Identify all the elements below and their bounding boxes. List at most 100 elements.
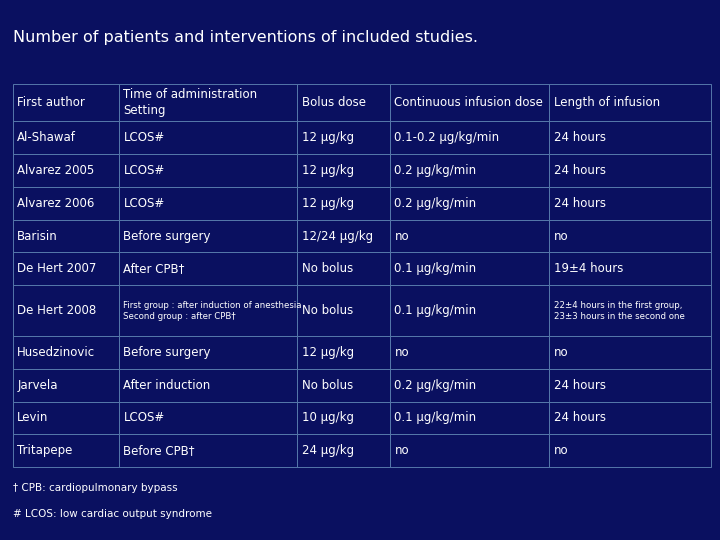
Text: no: no [395, 230, 409, 242]
Text: LCOS#: LCOS# [123, 411, 165, 424]
Text: no: no [395, 346, 409, 359]
Text: no: no [395, 444, 409, 457]
Text: Before surgery: Before surgery [123, 230, 211, 242]
Text: First group : after induction of anesthesia
Second group : after CPB†: First group : after induction of anesthe… [123, 301, 302, 321]
Text: 24 hours: 24 hours [554, 379, 606, 392]
Text: 22±4 hours in the first group,
23±3 hours in the second one: 22±4 hours in the first group, 23±3 hour… [554, 301, 685, 321]
Bar [119, 187, 297, 220]
Text: LCOS#: LCOS# [123, 131, 165, 144]
Text: # LCOS: low cardiac output syndrome: # LCOS: low cardiac output syndrome [13, 509, 212, 519]
Text: After induction: After induction [123, 379, 211, 392]
Text: 24 hours: 24 hours [554, 164, 606, 177]
Bar [297, 402, 390, 434]
Text: 10 μg/kg: 10 μg/kg [302, 411, 354, 424]
Text: Barisin: Barisin [17, 230, 58, 242]
Text: 12 μg/kg: 12 μg/kg [302, 197, 354, 210]
Text: 0.1-0.2 μg/kg/min: 0.1-0.2 μg/kg/min [395, 131, 500, 144]
Text: Al-Shawaf: Al-Shawaf [17, 131, 76, 144]
Text: Alvarez 2005: Alvarez 2005 [17, 164, 94, 177]
Bar [549, 253, 711, 285]
Bar [13, 402, 119, 434]
Bar [13, 122, 119, 154]
Text: LCOS#: LCOS# [123, 164, 165, 177]
Bar [549, 285, 711, 336]
Text: 0.2 μg/kg/min: 0.2 μg/kg/min [395, 197, 477, 210]
Bar [390, 154, 549, 187]
Bar [297, 434, 390, 467]
Text: No bolus: No bolus [302, 379, 353, 392]
Bar [390, 369, 549, 402]
Text: 24 hours: 24 hours [554, 411, 606, 424]
Text: First author: First author [17, 96, 85, 109]
Bar [549, 122, 711, 154]
Text: 12 μg/kg: 12 μg/kg [302, 131, 354, 144]
Bar [119, 154, 297, 187]
Bar [549, 220, 711, 253]
Text: 0.2 μg/kg/min: 0.2 μg/kg/min [395, 379, 477, 392]
Text: Continuous infusion dose: Continuous infusion dose [395, 96, 544, 109]
Bar [119, 402, 297, 434]
Bar [297, 369, 390, 402]
Text: Levin: Levin [17, 411, 49, 424]
Text: Jarvela: Jarvela [17, 379, 58, 392]
Text: 0.1 μg/kg/min: 0.1 μg/kg/min [395, 262, 477, 275]
Text: † CPB: cardiopulmonary bypass: † CPB: cardiopulmonary bypass [13, 483, 178, 494]
Text: 24 μg/kg: 24 μg/kg [302, 444, 354, 457]
Text: 0.1 μg/kg/min: 0.1 μg/kg/min [395, 304, 477, 317]
Bar [119, 285, 297, 336]
Bar [390, 285, 549, 336]
Text: 0.1 μg/kg/min: 0.1 μg/kg/min [395, 411, 477, 424]
Text: 12/24 μg/kg: 12/24 μg/kg [302, 230, 373, 242]
Text: Before CPB†: Before CPB† [123, 444, 195, 457]
Bar [13, 187, 119, 220]
Bar [119, 336, 297, 369]
Bar [297, 84, 390, 122]
Bar [297, 253, 390, 285]
Text: no: no [554, 444, 568, 457]
Bar [549, 369, 711, 402]
Text: No bolus: No bolus [302, 304, 353, 317]
Text: LCOS#: LCOS# [123, 197, 165, 210]
Text: Bolus dose: Bolus dose [302, 96, 366, 109]
Bar [390, 220, 549, 253]
Text: 12 μg/kg: 12 μg/kg [302, 346, 354, 359]
Bar [549, 434, 711, 467]
Text: Before surgery: Before surgery [123, 346, 211, 359]
Text: 24 hours: 24 hours [554, 197, 606, 210]
Bar [119, 253, 297, 285]
Bar [119, 369, 297, 402]
Text: no: no [554, 230, 568, 242]
Bar [119, 84, 297, 122]
Bar [549, 84, 711, 122]
Bar [390, 187, 549, 220]
Text: 0.2 μg/kg/min: 0.2 μg/kg/min [395, 164, 477, 177]
Bar [297, 220, 390, 253]
Text: After CPB†: After CPB† [123, 262, 185, 275]
Bar [119, 220, 297, 253]
Bar [13, 154, 119, 187]
Bar [13, 285, 119, 336]
Text: 24 hours: 24 hours [554, 131, 606, 144]
Text: no: no [554, 346, 568, 359]
Bar [297, 154, 390, 187]
Bar [13, 220, 119, 253]
Text: 19±4 hours: 19±4 hours [554, 262, 623, 275]
Text: De Hert 2007: De Hert 2007 [17, 262, 96, 275]
Bar [390, 253, 549, 285]
Bar [13, 434, 119, 467]
Bar [13, 84, 119, 122]
Text: Husedzinovic: Husedzinovic [17, 346, 96, 359]
Bar [297, 285, 390, 336]
Bar [297, 336, 390, 369]
Text: No bolus: No bolus [302, 262, 353, 275]
Bar [390, 336, 549, 369]
Text: Number of patients and interventions of included studies.: Number of patients and interventions of … [13, 30, 478, 45]
Text: Tritapepe: Tritapepe [17, 444, 73, 457]
Bar [119, 122, 297, 154]
Bar [390, 402, 549, 434]
Bar [297, 122, 390, 154]
Bar [119, 434, 297, 467]
Bar [297, 187, 390, 220]
Bar [13, 253, 119, 285]
Bar [13, 336, 119, 369]
